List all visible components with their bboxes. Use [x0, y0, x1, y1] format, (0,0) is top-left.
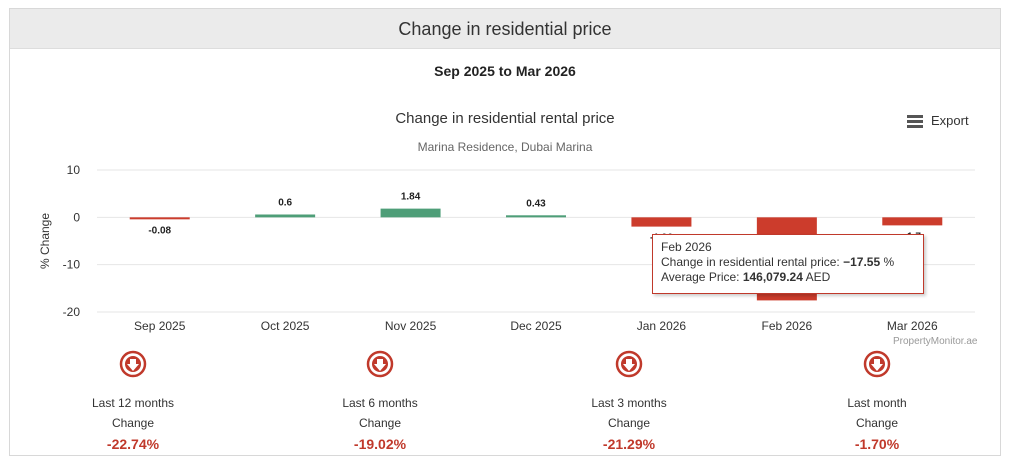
stat-period: Last 12 months	[91, 396, 175, 410]
tooltip-average: Average Price: 146,079.24 AED	[661, 270, 831, 284]
x-tick-label: Nov 2025	[385, 319, 437, 333]
stat-last-6-months: Last 6 months Change -19.02%	[290, 350, 470, 454]
stat-period: Last month	[847, 396, 907, 410]
bar-oct-2025[interactable]	[255, 214, 316, 218]
data-label: -0.08	[148, 225, 171, 236]
stat-value: -22.74%	[106, 436, 160, 452]
down-arrow-icon	[366, 350, 394, 378]
y-tick-label: -10	[63, 258, 81, 272]
down-arrow-icon	[863, 350, 891, 378]
stat-label: Change	[607, 416, 651, 430]
menu-icon	[907, 113, 923, 130]
x-tick-label: Dec 2025	[510, 319, 562, 333]
x-tick-label: Feb 2026	[761, 319, 812, 333]
data-label: 0.43	[526, 198, 546, 209]
bar-sep-2025[interactable]	[129, 217, 190, 220]
export-button[interactable]: Export	[907, 113, 969, 130]
credit-link[interactable]: PropertyMonitor.ae	[893, 336, 978, 347]
period-label: Sep 2025 to Mar 2026	[434, 63, 576, 79]
tooltip-series: Change in residential rental price: −17.…	[661, 255, 895, 269]
export-label: Export	[931, 113, 969, 128]
bar-mar-2026[interactable]	[882, 217, 943, 226]
price-change-panel: Change in residential price Sep 2025 to …	[9, 8, 1001, 456]
y-tick-label: 0	[73, 210, 80, 224]
stat-label: Change	[111, 416, 155, 430]
stat-period: Last 3 months	[591, 396, 667, 410]
tooltip-period: Feb 2026	[661, 240, 712, 254]
stat-value: -21.29%	[602, 436, 656, 452]
data-label: 1.84	[401, 192, 421, 203]
stat-label: Change	[855, 416, 899, 430]
x-tick-label: Mar 2026	[887, 319, 938, 333]
down-arrow-icon	[615, 350, 643, 378]
stat-value: -19.02%	[353, 436, 407, 452]
panel-title: Change in residential price	[10, 9, 1000, 49]
stat-label: Change	[358, 416, 402, 430]
stat-value: -1.70%	[854, 436, 900, 452]
down-arrow-icon	[119, 350, 147, 378]
x-tick-label: Jan 2026	[637, 319, 687, 333]
bar-dec-2025[interactable]	[506, 215, 566, 218]
x-tick-label: Sep 2025	[134, 319, 186, 333]
y-tick-label: -20	[63, 305, 81, 319]
bar-jan-2026[interactable]	[631, 217, 692, 227]
stat-period: Last 6 months	[342, 396, 418, 410]
x-tick-label: Oct 2025	[261, 319, 310, 333]
chart-tooltip: Feb 2026 Change in residential rental pr…	[652, 234, 924, 294]
stat-last-12-months: Last 12 months Change -22.74%	[43, 350, 223, 454]
chart-title: Change in residential rental price	[395, 110, 614, 127]
y-axis-label: % Change	[38, 213, 52, 269]
stat-last-3-months: Last 3 months Change -21.29%	[539, 350, 719, 454]
bar-nov-2025[interactable]	[380, 208, 441, 218]
y-tick-label: 10	[67, 163, 81, 177]
data-label: 0.6	[278, 197, 292, 208]
chart-subtitle: Marina Residence, Dubai Marina	[418, 140, 593, 154]
stat-last-month: Last month Change -1.70%	[787, 350, 967, 454]
